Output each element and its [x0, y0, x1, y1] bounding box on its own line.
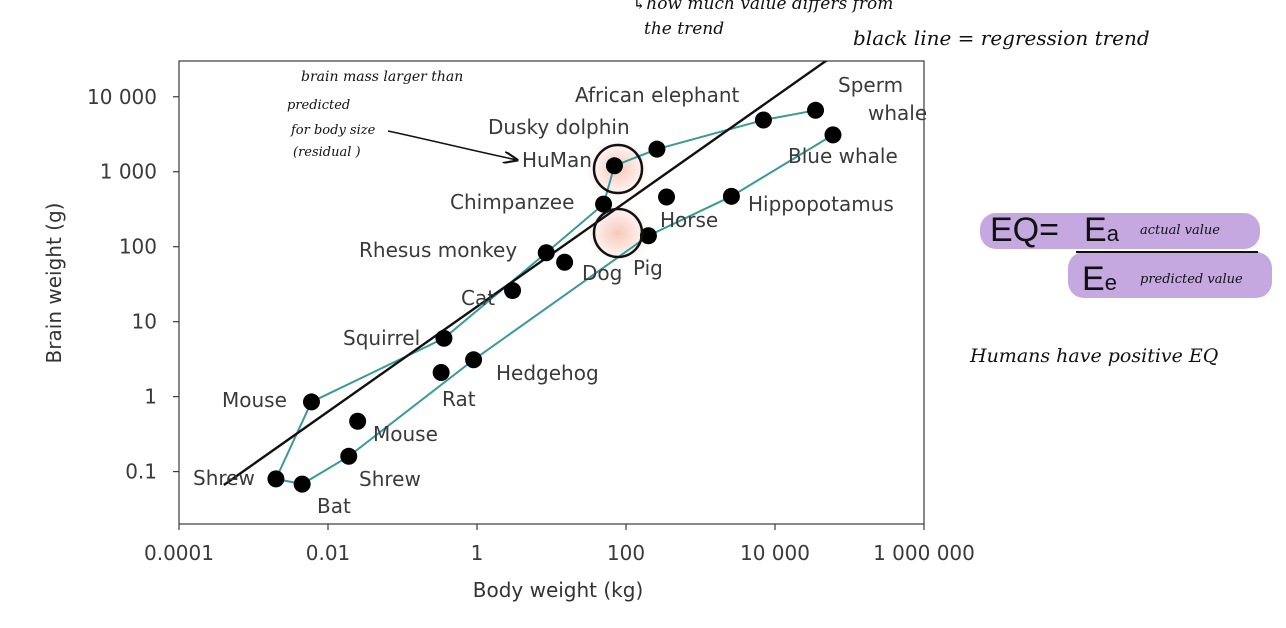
- data-point-mouse: [302, 393, 320, 411]
- data-point-hedgehog: [465, 351, 483, 369]
- point-label-hedgehog: Hedgehog: [496, 361, 599, 385]
- point-label-rhesus-monkey: Rhesus monkey: [359, 238, 517, 262]
- plot-frame: [178, 60, 925, 525]
- eq-denominator-symbol: E: [1082, 260, 1105, 298]
- data-point-shrew: [340, 447, 358, 465]
- pig-circle-mark: [592, 207, 644, 259]
- eq-highlight-bottom: [1068, 252, 1272, 298]
- point-label-dusky-dolphin: Dusky dolphin: [488, 115, 630, 139]
- point-label-african-elephant: African elephant: [575, 83, 740, 107]
- eq-denominator: Ee: [1082, 260, 1117, 299]
- data-point-dog: [556, 253, 574, 271]
- x-tick-label: 1 000 000: [873, 541, 975, 565]
- eq-numerator-note: actual value: [1140, 223, 1220, 238]
- point-labels: Shrew Bat Mouse Mouse Shrew Squirrel Rat…: [193, 73, 927, 518]
- data-point-human: [605, 157, 623, 175]
- point-label-human: HuMan: [522, 148, 592, 172]
- data-point-blue-whale: [824, 126, 842, 144]
- y-tick-label: 1 000: [100, 160, 157, 184]
- point-label-hippopotamus: Hippopotamus: [748, 192, 894, 216]
- y-tick-label: 10 000: [87, 85, 157, 109]
- point-label-horse: Horse: [660, 208, 718, 232]
- x-tick-label: 0.0001: [144, 541, 214, 565]
- data-point-pig: [639, 227, 657, 245]
- top-note-line2: the trend: [644, 19, 725, 39]
- point-label-cat: Cat: [461, 286, 495, 310]
- data-point-african-elephant: [754, 111, 772, 129]
- point-label-blue-whale: Blue whale: [788, 144, 898, 168]
- point-label-squirrel: Squirrel: [343, 326, 420, 350]
- point-label-bat: Bat: [317, 494, 351, 518]
- data-point-rat: [432, 363, 450, 381]
- x-axis-label: Body weight (kg): [473, 578, 644, 602]
- data-point-shrew: [267, 470, 285, 488]
- brain-note-line1: brain mass larger than: [301, 69, 464, 85]
- eq-numerator: Ea: [1084, 211, 1119, 250]
- point-label-chimpanzee: Chimpanzee: [450, 190, 574, 214]
- lower-envelope-line: [275, 134, 834, 486]
- point-label-sperm-whale: Sperm: [838, 73, 903, 97]
- eq-lhs: EQ=: [990, 211, 1059, 249]
- brain-note-line3: for body size: [291, 123, 376, 138]
- regression-note: black line = regression trend: [853, 26, 1150, 50]
- y-tick-label: 1: [144, 385, 157, 409]
- data-point-hippopotamus: [722, 187, 740, 205]
- point-label-mouse: Mouse: [222, 388, 287, 412]
- eq-numerator-sub: a: [1106, 221, 1119, 246]
- x-tick-label: 100: [607, 541, 645, 565]
- data-point-rhesus-monkey: [537, 244, 555, 262]
- data-point-cat: [504, 282, 522, 300]
- x-tick-label: 10 000: [740, 541, 810, 565]
- data-point-horse: [658, 188, 676, 206]
- y-tick-label: 100: [119, 235, 157, 259]
- brain-note-line4: (residual ): [293, 145, 361, 160]
- data-point-mouse: [349, 412, 367, 430]
- data-point-sperm-whale: [807, 101, 825, 119]
- point-label-shrew: Shrew: [193, 466, 255, 490]
- x-axis-ticks: 0.0001 0.01 1 100 10 000 1 000 000: [144, 524, 975, 565]
- y-tick-label: 0.1: [125, 460, 157, 484]
- point-label-dog: Dog: [582, 261, 622, 285]
- eq-highlight-top: [980, 213, 1260, 249]
- brain-note-line2: predicted: [287, 98, 351, 113]
- point-label-rat: Rat: [442, 387, 476, 411]
- point-label-mouse: Mouse: [373, 422, 438, 446]
- point-label-pig: Pig: [633, 256, 663, 280]
- data-point-squirrel: [435, 329, 453, 347]
- data-point-chimpanzee: [595, 195, 613, 213]
- residual-arrow: [387, 130, 517, 160]
- eq-numerator-symbol: E: [1084, 211, 1107, 249]
- top-note-line1: ↳how much value differs from: [632, 0, 894, 14]
- human-circle-mark: [592, 143, 644, 195]
- data-point-bat: [293, 475, 311, 493]
- y-tick-label: 10: [132, 310, 157, 334]
- data-point-dusky-dolphin: [648, 140, 666, 158]
- eq-denominator-sub: e: [1104, 270, 1117, 295]
- data-points: [267, 101, 842, 493]
- y-axis-label: Brain weight (g): [42, 203, 66, 364]
- eq-denominator-note: predicted value: [1140, 272, 1243, 287]
- point-label-shrew: Shrew: [359, 467, 421, 491]
- y-axis-ticks: 0.1 1 10 100 1 000 10 000: [87, 85, 179, 484]
- conclusion-note: Humans have positive EQ: [970, 345, 1219, 367]
- x-tick-label: 0.01: [306, 541, 351, 565]
- x-tick-label: 1: [471, 541, 484, 565]
- point-label-sperm-whale: whale: [868, 101, 927, 125]
